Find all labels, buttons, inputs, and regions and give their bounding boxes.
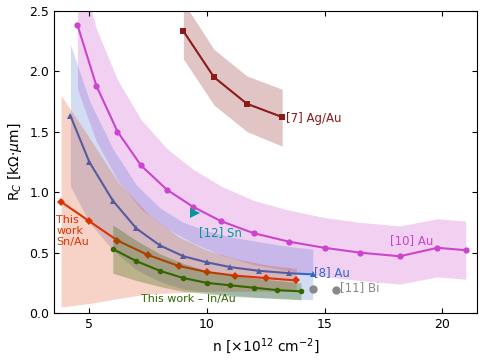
Text: [12] Sn: [12] Sn <box>199 226 242 239</box>
Text: [11] Bi: [11] Bi <box>340 281 379 294</box>
Text: This work – In/Au: This work – In/Au <box>141 294 236 304</box>
X-axis label: n [$\times$10$^{12}$ cm$^{-2}$]: n [$\times$10$^{12}$ cm$^{-2}$] <box>212 337 319 357</box>
Text: [7] Ag/Au: [7] Ag/Au <box>286 112 341 125</box>
Text: [10] Au: [10] Au <box>390 234 434 247</box>
Text: [8] Au: [8] Au <box>314 266 350 279</box>
Text: This
work
Sn/Au: This work Sn/Au <box>57 215 89 247</box>
Y-axis label: R$_C$ [k$\Omega$$\cdot$$\mu$m]: R$_C$ [k$\Omega$$\cdot$$\mu$m] <box>6 123 24 201</box>
